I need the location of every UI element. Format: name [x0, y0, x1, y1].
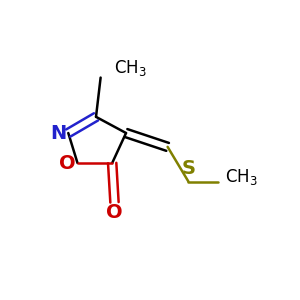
Text: CH$_3$: CH$_3$ — [225, 167, 258, 187]
Text: O: O — [59, 154, 75, 172]
Text: CH$_3$: CH$_3$ — [115, 58, 147, 78]
Text: N: N — [50, 124, 66, 142]
Text: O: O — [106, 203, 123, 222]
Text: S: S — [182, 159, 195, 178]
